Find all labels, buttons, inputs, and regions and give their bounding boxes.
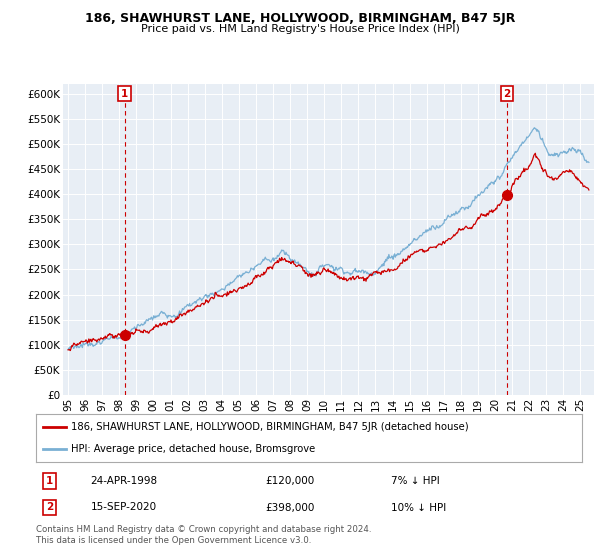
Text: 1: 1 — [121, 88, 128, 99]
Text: HPI: Average price, detached house, Bromsgrove: HPI: Average price, detached house, Brom… — [71, 444, 316, 454]
Text: 2: 2 — [503, 88, 511, 99]
Text: 7% ↓ HPI: 7% ↓ HPI — [391, 476, 440, 486]
Text: 24-APR-1998: 24-APR-1998 — [91, 476, 158, 486]
Text: 2: 2 — [46, 502, 53, 512]
Text: 10% ↓ HPI: 10% ↓ HPI — [391, 502, 446, 512]
Text: £120,000: £120,000 — [265, 476, 314, 486]
Text: 15-SEP-2020: 15-SEP-2020 — [91, 502, 157, 512]
Text: 186, SHAWHURST LANE, HOLLYWOOD, BIRMINGHAM, B47 5JR: 186, SHAWHURST LANE, HOLLYWOOD, BIRMINGH… — [85, 12, 515, 25]
Text: 186, SHAWHURST LANE, HOLLYWOOD, BIRMINGHAM, B47 5JR (detached house): 186, SHAWHURST LANE, HOLLYWOOD, BIRMINGH… — [71, 422, 469, 432]
Text: £398,000: £398,000 — [265, 502, 314, 512]
Text: Price paid vs. HM Land Registry's House Price Index (HPI): Price paid vs. HM Land Registry's House … — [140, 24, 460, 34]
Text: 1: 1 — [46, 476, 53, 486]
Text: Contains HM Land Registry data © Crown copyright and database right 2024.
This d: Contains HM Land Registry data © Crown c… — [36, 525, 371, 545]
